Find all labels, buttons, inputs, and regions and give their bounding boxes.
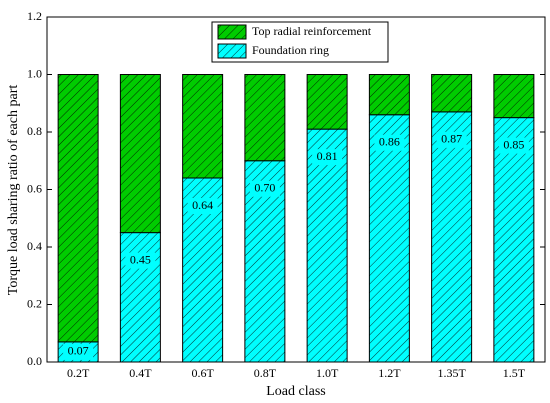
value-label-bg xyxy=(312,149,343,166)
bar-segment xyxy=(368,74,410,116)
y-axis-label: Torque load sharing ratio of each part xyxy=(6,85,21,296)
value-label: 0.81 xyxy=(317,149,338,163)
x-tick-label: 0.2T xyxy=(67,366,90,380)
value-label: 0.85 xyxy=(503,137,524,151)
value-label: 0.07 xyxy=(68,344,89,358)
y-tick-label: 0.2 xyxy=(27,296,42,310)
x-tick-label: 1.0T xyxy=(316,366,339,380)
x-tick-label: 0.6T xyxy=(191,366,214,380)
bar-segment xyxy=(182,74,224,179)
bar-segment xyxy=(493,117,535,363)
y-tick-label: 0.6 xyxy=(27,181,42,195)
value-label-bg xyxy=(436,131,467,148)
legend-label: Foundation ring xyxy=(252,43,329,57)
y-tick-label: 0.0 xyxy=(27,354,42,368)
value-label: 0.87 xyxy=(441,132,462,146)
legend-label: Top radial reinforcement xyxy=(252,24,372,38)
x-tick-label: 1.2T xyxy=(378,366,401,380)
value-label: 0.45 xyxy=(130,252,151,266)
y-tick-label: 0.4 xyxy=(27,239,42,253)
legend-swatch xyxy=(217,24,247,40)
bar-segment xyxy=(119,74,161,234)
bar-segment xyxy=(306,74,348,130)
plot-frame xyxy=(46,16,546,363)
bar-segment xyxy=(493,74,535,119)
x-tick-label: 0.8T xyxy=(254,366,277,380)
x-axis-label: Load class xyxy=(266,384,325,399)
bar-segment xyxy=(368,114,410,363)
x-tick-label: 0.4T xyxy=(129,366,152,380)
x-tick-label: 1.35T xyxy=(437,366,466,380)
value-label-bg xyxy=(187,198,218,214)
bar-segment xyxy=(57,74,99,343)
value-label: 0.70 xyxy=(254,181,275,195)
bar-segment xyxy=(431,111,473,363)
value-label-bg xyxy=(125,252,156,269)
legend-swatch xyxy=(217,43,247,59)
value-label-bg xyxy=(374,134,405,151)
value-label-bg xyxy=(498,137,529,154)
value-label-bg xyxy=(249,180,280,197)
value-label: 0.64 xyxy=(192,198,213,212)
bar-segment xyxy=(431,74,473,113)
value-label-bg xyxy=(63,343,94,360)
y-tick-label: 1.2 xyxy=(27,9,42,23)
y-tick-label: 1.0 xyxy=(27,66,42,80)
value-label: 0.86 xyxy=(379,135,400,149)
y-tick-label: 0.8 xyxy=(27,124,42,138)
bar-segment xyxy=(244,74,286,162)
x-tick-label: 1.5T xyxy=(503,366,526,380)
